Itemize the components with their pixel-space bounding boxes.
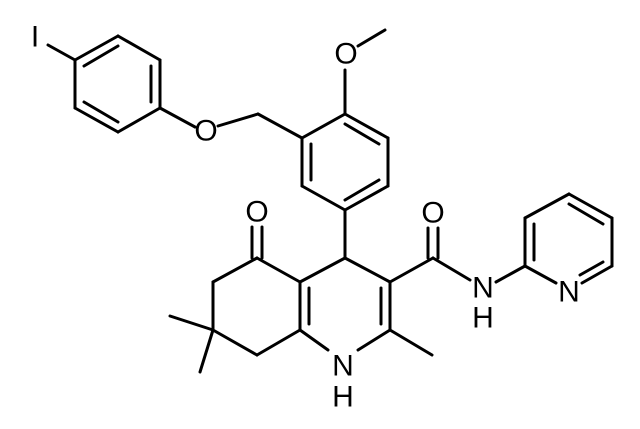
atom-label: I	[31, 21, 39, 54]
atom-label: N	[472, 272, 494, 305]
atom-label: O	[334, 38, 357, 71]
atom-label: H	[332, 381, 354, 414]
atom-label: O	[245, 196, 268, 229]
atom-label: O	[421, 197, 444, 230]
atom-label: H	[472, 302, 494, 335]
atom-label: O	[194, 115, 217, 148]
atom-label: N	[332, 350, 354, 383]
bonds	[46, 28, 614, 374]
atom-label: N	[558, 276, 580, 309]
